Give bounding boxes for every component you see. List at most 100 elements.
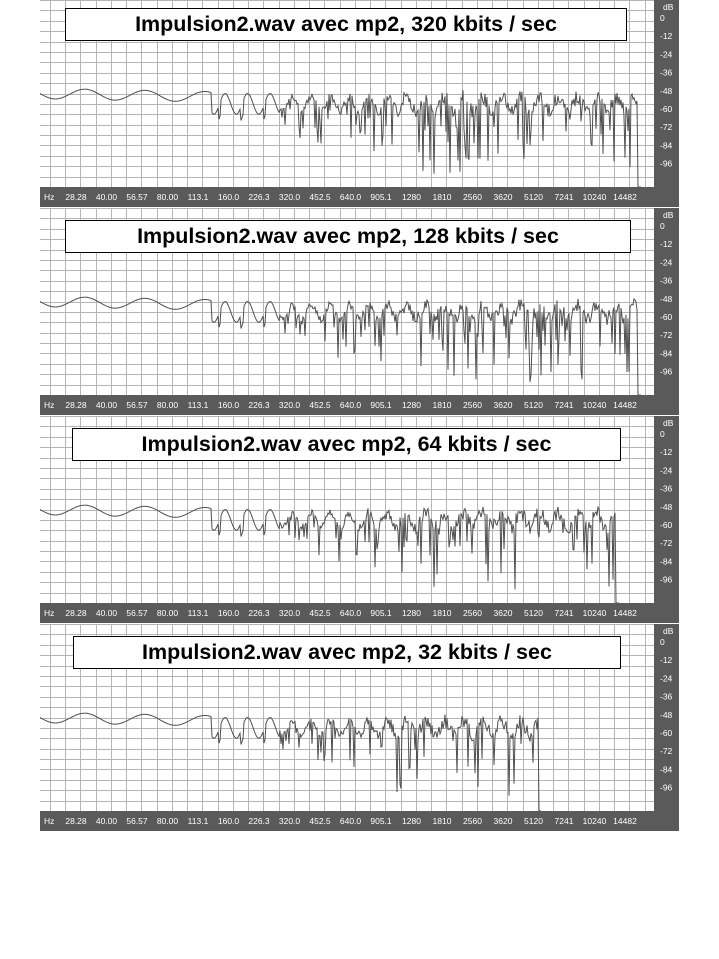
x-tick-label: 2560: [463, 192, 482, 202]
y-tick-label: 0: [660, 637, 665, 647]
y-tick-label: -96: [660, 575, 673, 585]
x-tick-label: 452.5: [309, 400, 331, 410]
x-tick-label: 113.1: [188, 608, 209, 618]
y-tick-label: -24: [660, 49, 673, 59]
x-tick-label: 5120: [524, 400, 543, 410]
x-tick-label: 905.1: [370, 400, 392, 410]
x-unit-label: Hz: [44, 192, 54, 202]
x-tick-label: 905.1: [370, 192, 392, 202]
y-tick-label: 0: [660, 13, 665, 23]
x-tick-label: 2560: [463, 816, 482, 826]
x-tick-label: 7241: [555, 816, 574, 826]
y-tick-label: -12: [660, 31, 673, 41]
chart-title: Impulsion2.wav avec mp2, 32 kbits / sec: [73, 636, 621, 669]
x-tick-label: 160.0: [218, 816, 240, 826]
y-tick-label: -36: [660, 484, 673, 494]
x-tick-label: 56.57: [126, 192, 148, 202]
y-axis-strip: [654, 416, 679, 623]
x-tick-label: 40.00: [96, 816, 118, 826]
y-tick-label: -48: [660, 502, 673, 512]
y-tick-label: -24: [660, 465, 673, 475]
y-unit-label: dB: [663, 626, 674, 636]
x-tick-label: 226.3: [248, 816, 270, 826]
spectrum-chart-2: Hz 28.28 40.00 56.57 80.00 113.1 160.0 226.3 320…: [40, 208, 679, 415]
y-tick-label: -48: [660, 710, 673, 720]
x-tick-label: 320.0: [279, 400, 301, 410]
x-tick-label: 3620: [494, 816, 513, 826]
chart-title: Impulsion2.wav avec mp2, 128 kbits / sec: [65, 220, 631, 253]
x-tick-label: 160.0: [218, 400, 240, 410]
x-tick-label: 7241: [555, 192, 574, 202]
x-tick-label: 56.57: [126, 816, 148, 826]
x-tick-label: 452.5: [309, 816, 331, 826]
x-tick-label: 5120: [524, 816, 543, 826]
y-tick-label: -36: [660, 692, 673, 702]
spectrum-chart-1: Hz 28.28 40.00 56.57 80.00 113.1 160.0 226.3 320…: [40, 0, 679, 207]
y-tick-label: 0: [660, 429, 665, 439]
x-tick-label: 80.00: [157, 192, 179, 202]
x-tick-label: 113.1: [188, 816, 209, 826]
x-tick-label: 28.28: [65, 400, 87, 410]
x-axis-strip: [40, 395, 679, 415]
y-tick-label: -84: [660, 140, 673, 150]
x-axis-strip: [40, 187, 679, 207]
x-tick-label: 1280: [402, 400, 421, 410]
x-tick-label: 640.0: [340, 192, 362, 202]
x-tick-label: 226.3: [248, 192, 270, 202]
x-tick-label: 10240: [583, 608, 607, 618]
y-tick-label: -12: [660, 447, 673, 457]
x-tick-label: 905.1: [370, 608, 392, 618]
x-tick-label: 1280: [402, 608, 421, 618]
y-tick-label: -24: [660, 673, 673, 683]
x-unit-label: Hz: [44, 400, 54, 410]
x-tick-label: 640.0: [340, 816, 362, 826]
x-tick-label: 28.28: [65, 816, 87, 826]
y-tick-label: -72: [660, 746, 673, 756]
x-axis-strip: [40, 811, 679, 831]
x-tick-label: 80.00: [157, 608, 179, 618]
y-tick-label: -72: [660, 538, 673, 548]
y-tick-label: -60: [660, 312, 673, 322]
x-tick-label: 640.0: [340, 608, 362, 618]
spectrum-chart-4: Hz 28.28 40.00 56.57 80.00 113.1 160.0 226.3 320…: [40, 624, 679, 831]
x-tick-label: 226.3: [248, 400, 270, 410]
x-tick-label: 2560: [463, 400, 482, 410]
x-tick-label: 226.3: [248, 608, 270, 618]
y-tick-label: -36: [660, 68, 673, 78]
y-tick-label: -60: [660, 728, 673, 738]
x-axis-strip: [40, 603, 679, 623]
x-unit-label: Hz: [44, 608, 54, 618]
y-tick-label: 0: [660, 221, 665, 231]
x-tick-label: 113.1: [188, 400, 209, 410]
x-tick-label: 7241: [555, 608, 574, 618]
grid: [40, 624, 654, 812]
y-tick-label: -84: [660, 348, 673, 358]
x-tick-label: 10240: [583, 192, 607, 202]
x-tick-label: 56.57: [126, 400, 148, 410]
y-axis-strip: [654, 208, 679, 415]
x-tick-label: 80.00: [157, 816, 179, 826]
y-tick-label: -48: [660, 86, 673, 96]
y-tick-label: -84: [660, 764, 673, 774]
x-unit-label: Hz: [44, 816, 54, 826]
x-tick-label: 1280: [402, 192, 421, 202]
y-axis-strip: [654, 624, 679, 831]
x-tick-label: 3620: [494, 192, 513, 202]
x-tick-label: 56.57: [126, 608, 148, 618]
x-tick-label: 1280: [402, 816, 421, 826]
y-tick-label: -72: [660, 122, 673, 132]
x-tick-label: 320.0: [279, 192, 301, 202]
y-tick-label: -12: [660, 239, 673, 249]
spectrum-trace: [40, 504, 619, 604]
x-tick-label: 113.1: [188, 192, 209, 202]
y-tick-label: -24: [660, 257, 673, 267]
y-tick-label: -48: [660, 294, 673, 304]
x-tick-label: 3620: [494, 400, 513, 410]
x-tick-label: 160.0: [218, 608, 240, 618]
y-axis-strip: [654, 0, 679, 207]
y-tick-label: -36: [660, 276, 673, 286]
y-tick-label: -96: [660, 783, 673, 793]
x-tick-label: 7241: [555, 400, 574, 410]
x-tick-label: 80.00: [157, 400, 179, 410]
x-tick-label: 40.00: [96, 400, 118, 410]
